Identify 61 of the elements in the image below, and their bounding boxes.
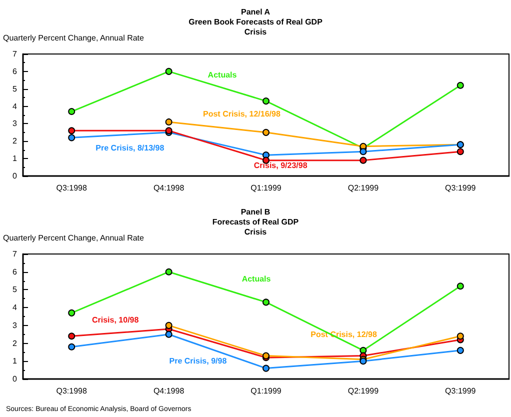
x-tick-label: Q2:1999 bbox=[348, 184, 380, 192]
point bbox=[456, 332, 464, 340]
point bbox=[262, 298, 270, 306]
y-tick-label: 3 bbox=[12, 119, 18, 128]
point bbox=[456, 148, 464, 156]
y-axis-title: Quarterly Percent Change, Annual Rate bbox=[3, 34, 145, 42]
x-tick-label: Q3:1999 bbox=[445, 184, 476, 192]
y-tick-label: 0 bbox=[12, 172, 18, 180]
point bbox=[456, 282, 464, 290]
y-axis-title: Quarterly Percent Change, Annual Rate bbox=[3, 234, 145, 242]
point bbox=[68, 309, 76, 316]
y-tick-label: 5 bbox=[12, 285, 18, 294]
series-label: Crisis, 9/23/98 bbox=[254, 161, 308, 170]
series-label: Pre Crisis, 9/98 bbox=[169, 356, 228, 366]
x-tick-label: Q1:1999 bbox=[250, 386, 282, 396]
y-tick-label: 2 bbox=[12, 136, 18, 146]
y-tick-label: 5 bbox=[12, 84, 18, 94]
point bbox=[68, 108, 76, 116]
point bbox=[68, 343, 76, 350]
point bbox=[68, 127, 76, 134]
series-label: Actuals bbox=[208, 70, 238, 80]
point bbox=[360, 156, 367, 164]
chart-subtitle: Green Book Forecasts of Real GDP Crisis bbox=[188, 18, 324, 36]
point bbox=[456, 346, 464, 354]
x-tick-label: Q3:1999 bbox=[445, 386, 476, 396]
point bbox=[165, 68, 172, 75]
point bbox=[68, 332, 76, 340]
point bbox=[262, 98, 270, 105]
point bbox=[165, 330, 172, 338]
series-label: Post Crisis, 12/16/98 bbox=[203, 110, 281, 119]
y-tick-label: 7 bbox=[12, 50, 18, 58]
y-tick-label: 4 bbox=[12, 102, 18, 111]
y-tick-label: 4 bbox=[12, 303, 18, 312]
point bbox=[262, 364, 270, 372]
y-tick-label: 6 bbox=[12, 267, 18, 276]
x-tick-label: Q3:1998 bbox=[56, 386, 88, 396]
point bbox=[360, 148, 367, 156]
y-tick-label: 3 bbox=[12, 320, 18, 330]
y-tick-label: 7 bbox=[12, 250, 18, 258]
x-tick-label: Q4:1998 bbox=[153, 386, 185, 396]
series-label: Actuals bbox=[242, 274, 272, 284]
point bbox=[68, 134, 76, 142]
chart-title: Panel B bbox=[240, 208, 270, 216]
y-tick-label: 2 bbox=[12, 338, 18, 348]
point bbox=[165, 118, 172, 126]
point bbox=[262, 128, 270, 136]
chart-title: Panel A bbox=[240, 8, 270, 16]
y-tick-label: 1 bbox=[12, 154, 18, 164]
point bbox=[456, 82, 464, 89]
x-tick-label: Q2:1999 bbox=[348, 386, 380, 396]
x-tick-label: Q4:1998 bbox=[153, 184, 185, 192]
y-tick-label: 0 bbox=[12, 374, 18, 384]
y-tick-label: 6 bbox=[12, 66, 18, 76]
y-tick-label: 1 bbox=[12, 356, 18, 366]
x-tick-label: Q3:1998 bbox=[56, 184, 88, 192]
point bbox=[165, 322, 172, 329]
series-label: Pre Crisis, 8/13/98 bbox=[96, 144, 165, 153]
x-tick-label: Q1:1999 bbox=[250, 184, 282, 192]
series-label: Crisis, 10/98 bbox=[92, 316, 140, 325]
chart-subtitle: Forecasts of Real GDP Crisis bbox=[212, 218, 300, 236]
point bbox=[165, 268, 172, 276]
